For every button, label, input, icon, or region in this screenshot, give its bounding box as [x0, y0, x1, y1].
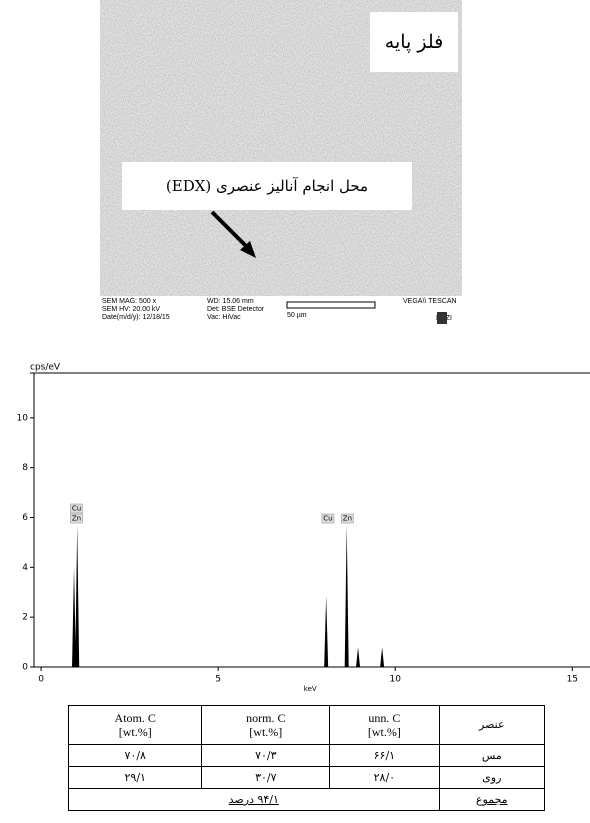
peak-label: Zn: [72, 515, 81, 523]
info-text: Vac: HiVac: [207, 314, 241, 321]
y-tick-label: 0: [22, 663, 28, 673]
cell: ۶۶/۱: [329, 744, 440, 767]
region-label: فلز پایه: [385, 31, 443, 53]
x-tick-label: 5: [215, 675, 221, 685]
arrow-head: [240, 241, 256, 258]
info-bar: [100, 296, 462, 328]
cell: ۲۸/۰: [329, 766, 440, 789]
peak-label-box: [341, 513, 354, 524]
peak-label-box: [321, 513, 335, 524]
logo: [437, 312, 447, 324]
x-tick-label: 15: [567, 675, 578, 685]
info-text: Date(m/d/y): 12/18/15: [102, 314, 170, 321]
total-value: ۹۴/۱ درصد: [68, 788, 440, 811]
header-cell: norm. C [wt.%]: [201, 705, 331, 745]
info-text: VEGA\\ TESCAN: [403, 298, 457, 305]
peak: [324, 595, 329, 667]
header-line: [wt.%]: [367, 725, 401, 739]
annotation-box: [122, 162, 412, 210]
info-text: 50 µm: [287, 312, 307, 319]
sem-image: فلز پایه محل انجام آنالیز عنصری (EDX) SE…: [100, 0, 462, 328]
y-tick-label: 8: [22, 463, 28, 473]
header-cell: عنصر: [438, 705, 546, 745]
y-tick-label: 4: [22, 563, 28, 573]
y-tick-label: 10: [17, 413, 29, 423]
header-cell: unn. C [wt.%]: [329, 705, 440, 745]
peak-label: Cu: [323, 515, 332, 523]
annotation: محل انجام آنالیز عنصری (EDX): [166, 177, 368, 195]
peak: [72, 567, 77, 667]
cell: ۳۰/۷: [201, 766, 331, 789]
peak-label: Zn: [343, 515, 352, 523]
total-label: مجموع: [438, 788, 546, 811]
cell: روی: [438, 766, 546, 789]
x-axis-label: keV: [304, 685, 317, 693]
y-tick-label: 6: [22, 513, 28, 523]
cell: ۲۹/۱: [67, 766, 203, 789]
y-tick-label: 2: [22, 613, 28, 623]
info-text: WD: 15.06 mm: [207, 298, 254, 305]
header-line: norm. C: [246, 711, 286, 725]
y-axis-label: cps/eV: [30, 363, 61, 373]
peak: [75, 524, 80, 667]
arrow: [210, 210, 252, 252]
label-box: [370, 12, 458, 72]
scale-bar: [286, 301, 376, 309]
header-line: Atom. C: [114, 711, 156, 725]
cell: مس: [438, 744, 546, 767]
header-line: unn. C: [368, 711, 401, 725]
peak-label-box: [70, 503, 83, 514]
info-text: Det: BSE Detector: [207, 306, 265, 313]
peak-label-box: [70, 513, 83, 524]
chart: cps/eV keV 0 2 4 6 8 10 0 5 10 15 Zn Cu Cu Zn: [17, 363, 590, 693]
header-line: [wt.%]: [118, 725, 152, 739]
x-tick-label: 10: [389, 675, 401, 685]
x-tick-label: 0: [38, 675, 44, 685]
results-table: Atom. C [wt.%] norm. C [wt.%] unn. C [wt.%]…: [67, 705, 546, 811]
header-line: [wt.%]: [249, 725, 283, 739]
header-cell: Atom. C [wt.%]: [67, 705, 203, 745]
peak: [380, 647, 385, 667]
info-text: SEM HV: 20.00 kV: [102, 306, 160, 313]
info-text: SEM MAG: 500 x: [102, 298, 157, 305]
cell: ۷۰/۳: [201, 744, 331, 767]
peak: [356, 647, 361, 667]
peak-label: Cu: [72, 505, 81, 513]
cell: ۷۰/۸: [67, 744, 203, 767]
peak: [344, 524, 349, 667]
